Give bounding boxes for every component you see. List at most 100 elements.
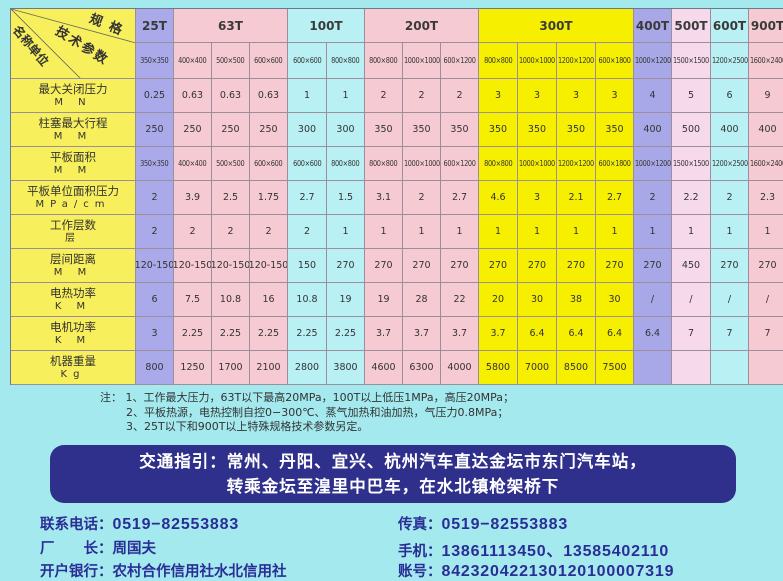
table-cell: 2.7 [288, 181, 327, 215]
cell-value: / [650, 294, 655, 305]
spec-header-cell: 600×600 [250, 43, 288, 79]
diagonal-lines [11, 9, 135, 78]
spec-header-text: 350×350 [140, 56, 169, 65]
spec-header-text: 400×400 [178, 56, 207, 65]
cell-value: 270 [412, 260, 431, 271]
table-cell: 1600×2400 [749, 147, 783, 181]
row-label: 平板面积 M M [11, 147, 136, 181]
table-cell: 2 [365, 79, 403, 113]
cell-value: 2 [303, 226, 311, 237]
cell-value: 1.5 [337, 192, 354, 203]
table-cell: 800×800 [479, 147, 518, 181]
spec-header-text: 1200×2500 [711, 56, 748, 65]
table-cell: 7.5 [174, 283, 212, 317]
cell-value: 3.7 [413, 328, 430, 339]
cell-value: 2.2 [683, 192, 699, 203]
table-cell: 350×350 [136, 147, 174, 181]
table-cell: 9 [749, 79, 783, 113]
table-cell: 2 [441, 79, 479, 113]
cell-value: 2.7 [606, 192, 623, 203]
table-cell: 22 [441, 283, 479, 317]
banner-line-1: 交通指引：常州、丹阳、宜兴、杭州汽车直达金坛市东门汽车站， [139, 452, 647, 471]
table-cell: 7500 [596, 351, 634, 385]
spec-header-text: 800×800 [331, 56, 360, 65]
row-name: 平板面积 [50, 149, 96, 164]
cell-value: 600×600 [292, 159, 322, 168]
table-cell: 2 [711, 181, 749, 215]
cell-value: 7500 [602, 362, 627, 373]
table-cell: 8500 [557, 351, 596, 385]
spec-header-text: 600×1200 [443, 56, 476, 65]
cell-value: 350 [566, 124, 586, 135]
table-cell [749, 351, 783, 385]
cell-value: 2100 [256, 362, 281, 373]
group-header-900T: 900T [749, 9, 783, 43]
table-cell: 3 [136, 317, 174, 351]
table-cell: 0.63 [174, 79, 212, 113]
transport-banner: 交通指引：常州、丹阳、宜兴、杭州汽车直达金坛市东门汽车站， 转乘金坛至湟里中巴车… [50, 445, 736, 503]
table-cell: 3.7 [365, 317, 403, 351]
spec-header-cell: 1000×1000 [403, 43, 441, 79]
cell-value: 300 [336, 124, 355, 135]
table-cell: 2 [288, 215, 327, 249]
table-cell: 800 [136, 351, 174, 385]
cell-value: 2 [151, 192, 158, 203]
spec-header-cell: 1600×2400 [749, 43, 783, 79]
row-unit: K M [54, 334, 92, 346]
table-cell: 500 [672, 113, 711, 147]
cell-value: 30 [530, 294, 544, 305]
cell-value: 7 [726, 328, 733, 339]
cell-value: 6300 [409, 362, 434, 373]
row-name: 工作层数 [50, 217, 96, 232]
cell-value: 1 [611, 226, 618, 237]
cell-value: 400 [643, 124, 662, 135]
row-unit: Kg [60, 368, 86, 380]
table-cell: 400×400 [174, 147, 212, 181]
cell-value: 600×600 [254, 159, 283, 168]
table-cell: 4000 [441, 351, 479, 385]
cell-value: 3 [151, 328, 158, 339]
row-name: 电机功率 [50, 319, 96, 334]
cell-value: 120-150 [250, 260, 288, 271]
cell-value: 2.25 [181, 328, 204, 339]
spec-header-text: 1000×1000 [519, 56, 555, 65]
table-cell: 1 [327, 79, 365, 113]
cell-value: 2 [189, 226, 196, 237]
cell-value: 4.6 [490, 192, 506, 203]
table-cell: 120-150 [136, 249, 174, 283]
table-cell: 3 [518, 79, 557, 113]
table-cell: 1.5 [327, 181, 365, 215]
table-cell: 30 [518, 283, 557, 317]
table-cell: 2.7 [596, 181, 634, 215]
table-cell: 600×600 [288, 147, 327, 181]
row-unit: 层 [65, 232, 81, 244]
cell-value: 1500×1500 [673, 159, 709, 168]
table-cell: 270 [749, 249, 783, 283]
spec-header-cell: 800×800 [327, 43, 365, 79]
spec-header-text: 600×600 [292, 56, 322, 65]
row-name: 机器重量 [50, 353, 96, 368]
cell-value: 2.25 [334, 328, 357, 339]
table-cell: 500×500 [212, 147, 250, 181]
cell-value: 6.4 [644, 328, 661, 339]
spec-header-text: 500×500 [216, 56, 245, 65]
cell-value: 800×800 [483, 159, 513, 168]
table-cell: 2.2 [672, 181, 711, 215]
cell-value: 270 [527, 260, 547, 271]
cell-value: 250 [221, 124, 240, 135]
row-label: 平板单位面积压力 MPa/cm [11, 181, 136, 215]
table-cell: 400 [634, 113, 672, 147]
note-1: 注： 1、工作最大压力，63T以下最高20MPa，100T以上低压1MPa，高压… [100, 391, 515, 404]
cell-value: 1.75 [257, 192, 280, 203]
spec-header-cell: 800×800 [365, 43, 403, 79]
cell-value: 500×500 [216, 159, 245, 168]
table-cell: 350 [365, 113, 403, 147]
cell-value: 7.5 [184, 294, 201, 305]
table-cell: 6.4 [634, 317, 672, 351]
table-cell: 3.7 [479, 317, 518, 351]
cell-value: 2 [151, 226, 158, 237]
table-cell: 1700 [212, 351, 250, 385]
cell-value: 270 [643, 260, 662, 271]
group-header-400T: 400T [634, 9, 672, 43]
table-cell: 350 [557, 113, 596, 147]
